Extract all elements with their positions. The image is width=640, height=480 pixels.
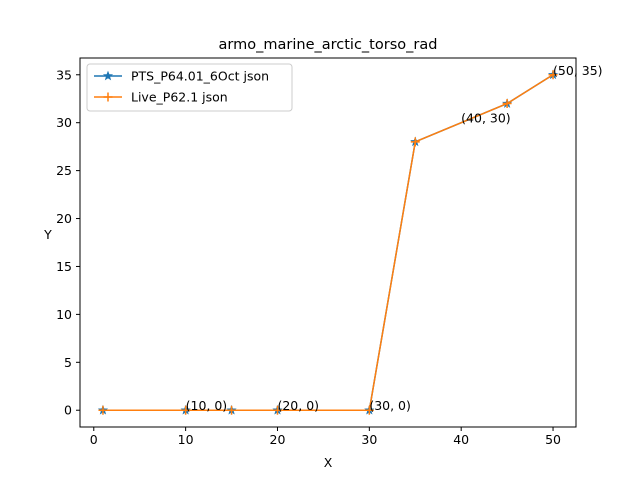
- axes-frame: [79, 57, 577, 428]
- data-annotation: (50, 35): [553, 63, 603, 78]
- y-tick-label: 30: [56, 115, 72, 130]
- x-tick-label: 40: [453, 432, 469, 447]
- series-2-marker: [502, 99, 512, 109]
- series-2-marker: [548, 70, 558, 80]
- series-2-marker: [98, 405, 108, 415]
- data-annotation: (10, 0): [186, 398, 228, 413]
- x-tick-label: 50: [545, 432, 561, 447]
- y-tick-label: 35: [56, 67, 72, 82]
- series-2-marker: [181, 405, 191, 415]
- y-tick-label: 25: [56, 163, 72, 178]
- legend-marker-1: [102, 70, 114, 81]
- x-tick-label: 20: [270, 432, 286, 447]
- y-tick-label: 5: [64, 355, 72, 370]
- series-2-marker: [364, 405, 374, 415]
- axes: 0 10 20 30 40 50 0 5 10 15 20 25 30 35: [56, 57, 577, 447]
- series-2-marker: [227, 405, 237, 415]
- plot-area: (10, 0) (20, 0) (30, 0) (40, 30) (50, 35): [97, 63, 603, 415]
- x-tick-label: 0: [90, 432, 98, 447]
- data-annotation: (40, 30): [461, 111, 511, 126]
- y-axis-label: Y: [43, 227, 52, 242]
- series-2-marker: [410, 137, 420, 147]
- legend-marker-2: [103, 92, 113, 102]
- data-annotation: (30, 0): [369, 398, 411, 413]
- legend-label-2: Live_P62.1 json: [131, 90, 228, 105]
- y-tick-label: 0: [64, 403, 72, 418]
- x-tick-label: 10: [178, 432, 194, 447]
- legend-label-1: PTS_P64.01_6Oct json: [131, 69, 269, 84]
- series-2-marker: [272, 405, 282, 415]
- y-tick-label: 10: [56, 307, 72, 322]
- series-line-2: [102, 74, 554, 411]
- legend: PTS_P64.01_6Oct json Live_P62.1 json: [86, 63, 293, 112]
- legend-box: [86, 63, 293, 112]
- y-tick-label: 15: [56, 259, 72, 274]
- x-tick-label: 30: [361, 432, 377, 447]
- data-annotation: (20, 0): [277, 398, 319, 413]
- x-axis-label: X: [324, 455, 333, 470]
- chart-title: armo_marine_arctic_torso_rad: [219, 37, 438, 53]
- y-tick-label: 20: [56, 211, 72, 226]
